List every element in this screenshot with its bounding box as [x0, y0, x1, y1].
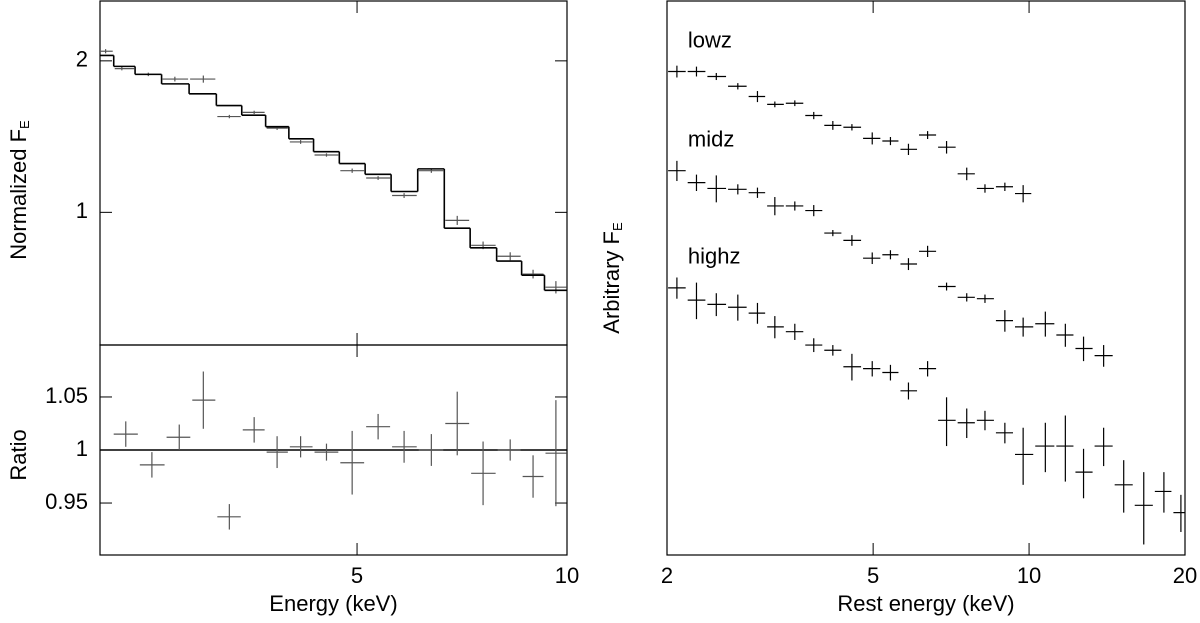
x-tick-label: 10: [555, 563, 579, 588]
x-tick-label: 10: [1017, 563, 1041, 588]
x-tick-label: 5: [867, 563, 879, 588]
y-axis-label-main: Normalized F: [6, 129, 31, 260]
y-axis-label: Arbitrary FE: [599, 222, 626, 334]
plot-area: [100, 49, 567, 294]
y-axis-label: Ratio: [6, 429, 31, 480]
y-axis-label: Normalized FE: [6, 120, 33, 260]
y-tick-label: 0.95: [45, 489, 88, 514]
plot-frame: [99, 0, 568, 346]
x-axis-label: Rest energy (keV): [837, 591, 1014, 616]
y-tick-label: 1: [76, 198, 88, 223]
plot-area: [668, 65, 1185, 545]
y-tick-label: 1.05: [45, 383, 88, 408]
y-tick-label: 1: [76, 436, 88, 461]
x-tick-label: 2: [661, 563, 673, 588]
x-axis-label: Energy (keV): [269, 591, 397, 616]
x-tick-label: 5: [351, 563, 363, 588]
y-axis-label-sub: E: [17, 120, 32, 129]
y-axis-label-main: Ratio: [6, 429, 31, 480]
y-axis-label-sub: E: [610, 222, 625, 231]
y-axis-label-main: Arbitrary F: [599, 231, 624, 334]
plot-area: [100, 371, 567, 530]
series-label: highz: [688, 244, 741, 269]
x-tick-label: 20: [1173, 563, 1197, 588]
y-tick-label: 2: [76, 47, 88, 72]
plot-frame: [666, 0, 1186, 556]
series-label: lowz: [688, 27, 732, 52]
series-label: midz: [688, 127, 734, 152]
